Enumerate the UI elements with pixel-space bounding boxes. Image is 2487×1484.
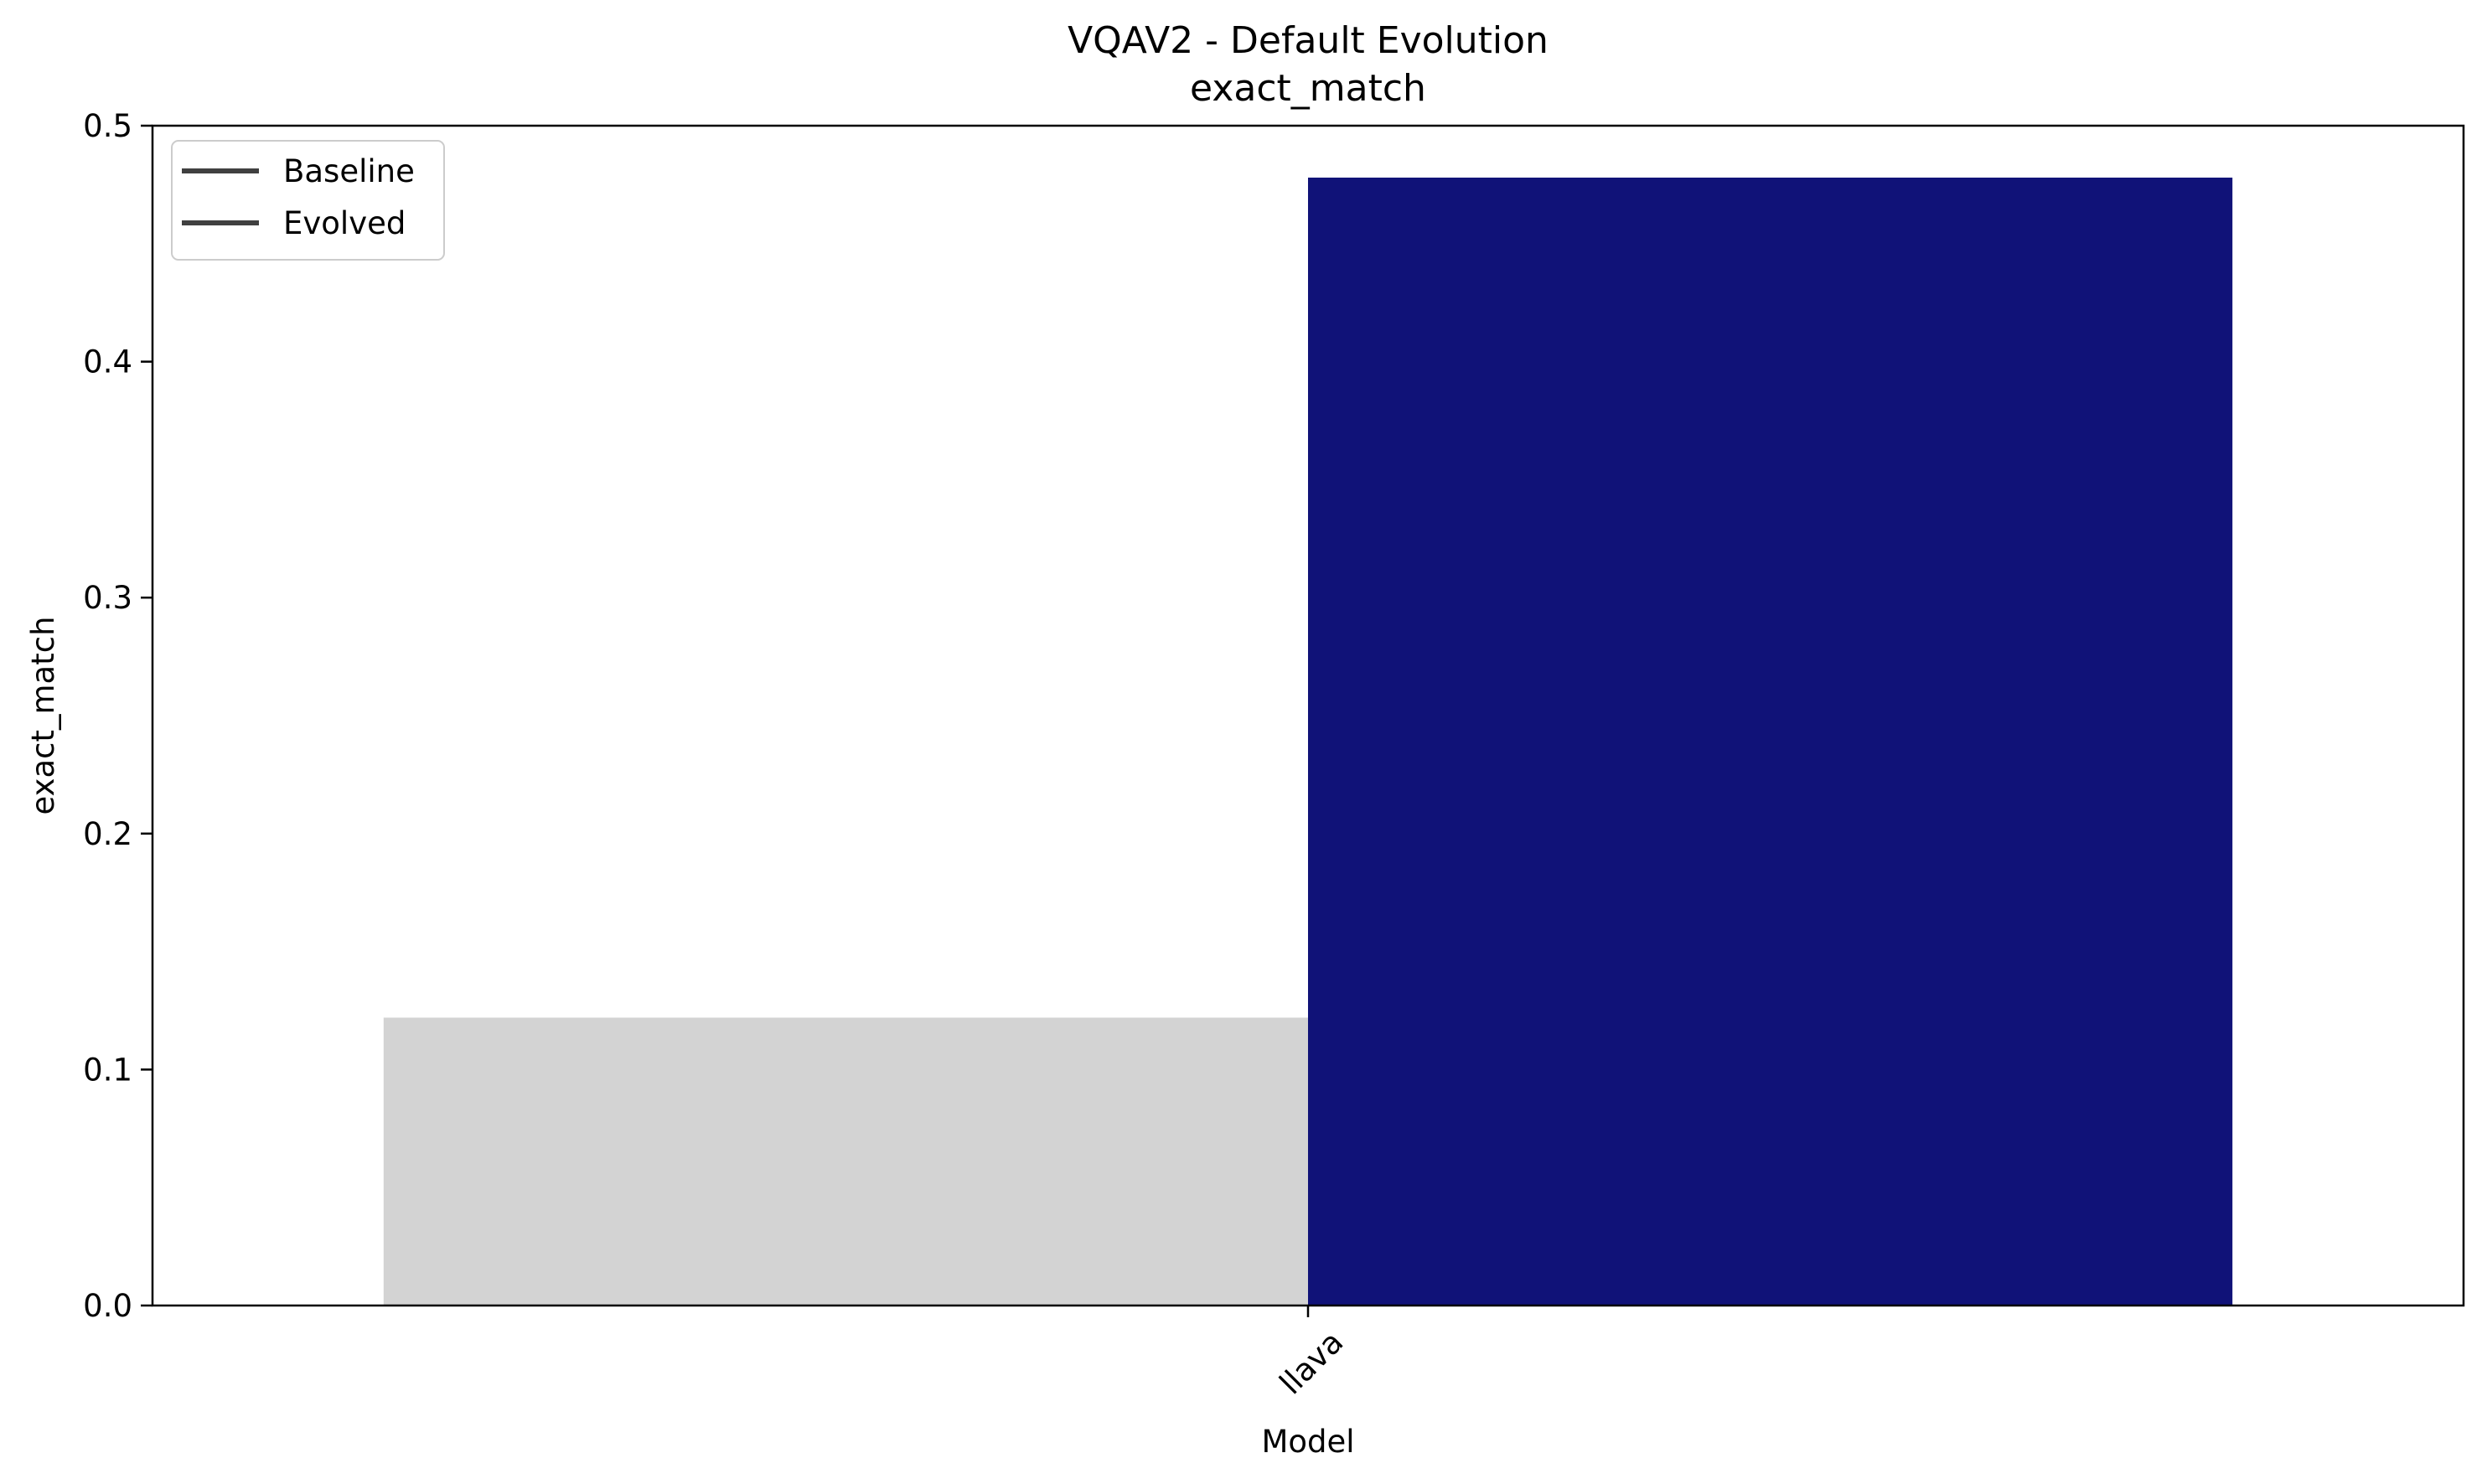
x-tick-label: llava xyxy=(1273,1324,1350,1401)
chart-subtitle: exact_match xyxy=(1190,67,1426,110)
y-tick-label: 0.5 xyxy=(83,108,132,144)
bar-baseline-llava xyxy=(383,1017,1308,1306)
y-tick-label: 0.4 xyxy=(83,344,132,380)
legend-label-baseline: Baseline xyxy=(283,153,415,189)
x-axis-label: Model xyxy=(1261,1424,1354,1460)
bars-layer xyxy=(383,177,2233,1306)
y-tick-label: 0.3 xyxy=(83,580,132,616)
y-tick-label: 0.0 xyxy=(83,1288,132,1324)
chart-title: VQAV2 - Default Evolution xyxy=(1068,19,1549,62)
y-tick-label: 0.1 xyxy=(83,1052,132,1088)
legend-label-evolved: Evolved xyxy=(283,205,406,241)
x-axis: llava xyxy=(1273,1306,1350,1401)
y-axis-label: exact_match xyxy=(25,616,61,814)
plot-frame xyxy=(151,124,2465,1307)
y-axis: 0.0 0.1 0.2 0.3 0.4 0.5 xyxy=(83,108,153,1324)
legend: Baseline Evolved xyxy=(171,140,445,261)
y-tick-label: 0.2 xyxy=(83,816,132,852)
bar-evolved-llava xyxy=(1308,177,2233,1306)
